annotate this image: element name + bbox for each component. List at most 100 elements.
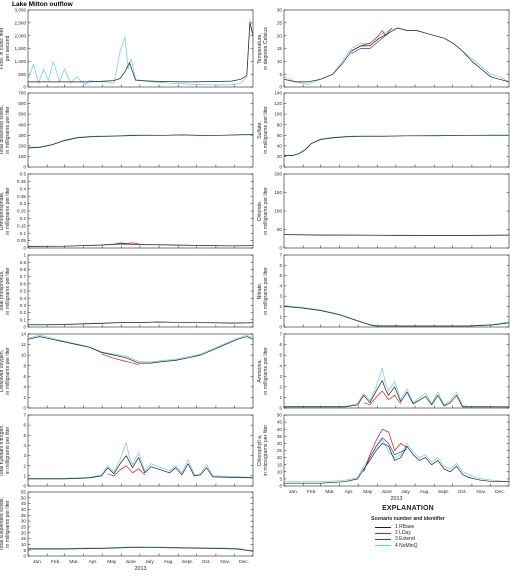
- y-axis-label: in milligrams per liter: [5, 267, 11, 315]
- month-label: Feb.: [51, 559, 61, 565]
- y-tick-label: 1,000: [15, 59, 27, 64]
- series-line: [28, 546, 254, 552]
- y-tick-label: 7: [23, 413, 26, 418]
- month-label: July: [401, 489, 410, 495]
- y-tick-label: 400: [18, 122, 26, 127]
- y-tick-label: 100: [274, 209, 282, 214]
- y-tick-label: 0: [23, 554, 26, 559]
- chart-panel: 0 0.1 0.2 0.3 0.4 0.5 0.6 0.7 0.8 0.9 1 Total phosp…: [0, 253, 254, 330]
- month-label: Dec.: [495, 489, 505, 495]
- chart-panel: 0 1 2 3 4 5 6 7 Nitrate, in milligrams per liter: [257, 253, 510, 330]
- y-tick-label: 25: [277, 448, 283, 453]
- month-label: Apr.: [345, 489, 354, 495]
- y-axis-label: in micrograms per liter: [263, 425, 269, 477]
- y-tick-label: 0.2: [20, 216, 27, 221]
- y-axis-label: Chloride,: [257, 201, 263, 222]
- plot-frame: [283, 9, 510, 88]
- year-label: 2013: [391, 496, 403, 502]
- y-tick-label: 50: [277, 413, 283, 418]
- y-tick-label: 25: [277, 20, 283, 25]
- y-tick-label: 100: [274, 112, 282, 117]
- y-tick-label: 1: [279, 395, 282, 400]
- y-tick-label: 0.6: [20, 281, 27, 286]
- y-tick-label: 30: [21, 519, 27, 524]
- y-axis-label: per second: [5, 36, 11, 62]
- y-axis-label: in degrees Celsius: [263, 27, 269, 70]
- y-axis-label: Total Kjeldahl nitrogen,: [0, 424, 5, 476]
- y-tick-label: 5: [23, 548, 26, 553]
- y-axis-label: in milligrams per liter: [5, 500, 11, 548]
- y-axis-label: Total phosphorus,: [0, 271, 5, 312]
- y-tick-label: 0: [279, 85, 282, 90]
- y-tick-label: 25: [21, 525, 27, 530]
- chart-panel: 0 20 40 60 80 100 120 140 Sulfate, in milligrams …: [257, 91, 510, 170]
- y-axis-label: in milligrams per liter: [5, 106, 11, 154]
- y-axis-label: in milligrams per liter: [263, 347, 269, 395]
- series-line: [284, 443, 509, 484]
- chart-panel: 0 2 4 6 8 10 12 14 Dissolved oxygen, in milligram…: [0, 332, 254, 411]
- series-line: [28, 455, 254, 480]
- month-label: Oct.: [458, 489, 467, 495]
- y-tick-label: 3: [279, 294, 282, 299]
- legend-label: 4 NoMinQ: [395, 542, 418, 549]
- month-label: May: [107, 559, 117, 565]
- plot-frame: [283, 254, 510, 328]
- plot-frame: [27, 333, 254, 409]
- y-tick-label: 1: [279, 314, 282, 319]
- series-line: [27, 243, 254, 247]
- y-tick-label: 20: [21, 530, 27, 535]
- y-axis-label: in milligrams per liter: [5, 187, 11, 235]
- y-axis-label: Flow, in cubic feet: [0, 27, 5, 69]
- chart-panel: 0 1 2 3 4 5 6 7 Total Kjeldahl nitrogen, in milli…: [0, 413, 254, 489]
- explanation-legend: EXPLANATION Scenario number and identifi…: [343, 505, 473, 549]
- legend-swatch: [375, 538, 391, 540]
- month-label: July: [145, 559, 154, 565]
- y-tick-label: 120: [274, 101, 282, 106]
- explanation-heading: EXPLANATION: [382, 505, 434, 512]
- series-line: [284, 438, 510, 483]
- series-line: [284, 134, 509, 156]
- y-tick-label: 5: [279, 273, 282, 278]
- series-line: [113, 242, 139, 245]
- chart-panel: 0 0.05 0.1 0.15 0.2 0.25 0.3 0.35 0.4 0.45 0.5 Orth…: [0, 172, 254, 251]
- y-tick-label: 0.1: [20, 317, 27, 322]
- series-line: [27, 336, 254, 364]
- series-line: [28, 321, 254, 326]
- y-axis-label: Total dissolved solids,: [0, 105, 5, 155]
- series-line: [284, 380, 509, 408]
- y-axis-label: Sulfate,: [257, 121, 263, 139]
- y-tick-label: 80: [277, 122, 283, 127]
- y-tick-label: 150: [274, 190, 282, 195]
- legend-label: 3 Extend: [395, 536, 415, 543]
- legend-entry: 4 NoMinQ: [375, 543, 473, 549]
- series-line: [283, 27, 510, 85]
- series-line: [351, 32, 389, 54]
- y-axis-label: in milligrams per liter: [263, 187, 269, 235]
- year-label: 2013: [135, 566, 147, 572]
- series-line: [101, 353, 139, 366]
- y-tick-label: 0: [23, 85, 26, 90]
- y-tick-label: 60: [277, 133, 283, 138]
- y-axis-label: in milligrams per liter: [5, 347, 11, 395]
- y-tick-label: 7: [279, 253, 282, 258]
- y-tick-label: 5: [279, 72, 282, 77]
- series-line: [27, 19, 254, 86]
- y-tick-label: 20: [277, 33, 283, 38]
- y-tick-label: 0.3: [20, 303, 27, 308]
- month-label: Mar.: [325, 489, 334, 495]
- y-tick-label: 700: [18, 91, 26, 96]
- y-tick-label: 6: [23, 423, 26, 428]
- y-tick-label: 20: [277, 455, 283, 460]
- y-tick-label: 5: [23, 433, 26, 438]
- figure-title: Lake Milton outflow: [12, 1, 74, 8]
- chart-panel: 0 5 10 15 20 25 30 35 40 45 50 Chlorophyll a, in mic…: [257, 413, 510, 502]
- month-label: Sept.: [438, 489, 449, 495]
- y-tick-label: 0.45: [17, 179, 26, 184]
- legend-label: 2 LDay: [395, 530, 411, 537]
- series-line: [28, 546, 254, 552]
- y-tick-label: 45: [21, 501, 27, 506]
- y-tick-label: 0: [23, 165, 26, 170]
- series-line: [283, 305, 510, 327]
